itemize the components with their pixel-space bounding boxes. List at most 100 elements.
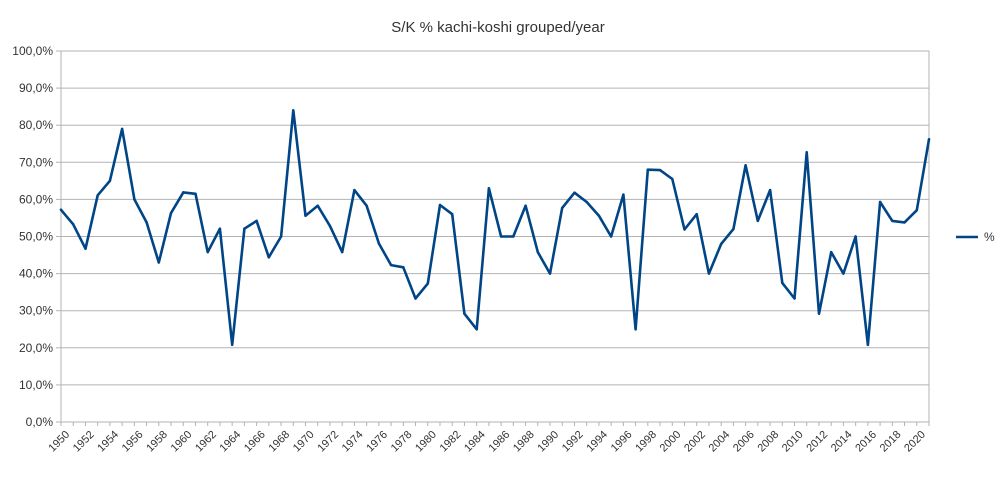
data-point [267,256,271,259]
data-point [133,198,136,201]
data-point [756,219,760,223]
data-point [389,263,393,267]
data-point [255,219,258,223]
x-tick-label: 1966 [242,429,268,455]
data-point [707,272,711,275]
data-point [732,227,735,231]
y-tick-label: 90,0% [19,81,53,95]
data-point [719,242,723,246]
y-tick-label: 30,0% [19,304,53,318]
data-point [768,188,772,192]
data-point [866,343,870,347]
data-point [316,204,319,207]
axes [56,50,930,426]
data-point [426,282,429,285]
data-point [744,164,747,167]
data-point [328,224,332,228]
series-line [59,109,931,347]
data-point [475,328,478,331]
x-tick-label: 1958 [144,429,170,455]
x-tick-label: 2012 [804,429,830,455]
data-point [658,168,662,172]
data-point [230,343,234,347]
data-point [120,127,124,131]
chart-title: S/K % kachi-koshi grouped/year [391,19,604,36]
data-point [854,235,857,238]
x-tick-label: 2002 [682,429,708,455]
data-point [182,191,185,194]
x-tick-label: 1952 [71,429,97,455]
x-tick-label: 1980 [413,429,439,455]
x-tick-label: 1986 [487,429,513,455]
data-point [402,266,405,269]
x-tick-label: 1970 [291,429,317,455]
data-point [683,228,686,231]
data-point [609,235,613,238]
x-tick-label: 2010 [780,429,806,455]
data-point [524,204,527,207]
data-point [292,109,295,112]
x-tick-label: 1968 [266,429,292,455]
data-point [805,151,808,154]
data-point [96,194,99,197]
data-point [548,272,552,275]
data-point [365,204,368,207]
y-tick-label: 70,0% [19,155,53,169]
y-tick-label: 60,0% [19,192,53,206]
data-point [927,138,931,141]
data-point [279,235,283,238]
data-point [108,179,112,183]
data-point [646,168,650,171]
data-point [842,272,845,275]
data-point [634,328,637,331]
data-point [878,200,882,204]
x-tick-label: 2014 [829,429,855,455]
data-point [340,250,344,254]
data-point [695,213,698,216]
x-tick-label: 1988 [511,429,537,455]
data-point [218,227,222,230]
x-tick-label: 1962 [193,429,219,455]
data-point [903,221,906,224]
x-tick-label: 1972 [315,429,341,455]
data-point [536,250,539,254]
data-point [59,208,63,211]
data-point [414,297,417,300]
x-tick-label: 1964 [218,429,244,455]
data-point [829,250,833,254]
x-tick-label: 1990 [535,429,561,455]
data-point [622,193,625,196]
y-axis-tick-labels: 0,0% 10,0% 20,0% 30,0% 40,0% 50,0% 60,0% 70,0% 8… [12,44,53,429]
y-tick-label: 10,0% [19,378,53,392]
data-point [487,187,491,190]
data-point [377,242,381,245]
data-point [512,235,515,238]
x-tick-label: 1960 [169,429,195,455]
x-tick-label: 2018 [878,429,904,455]
y-tick-label: 40,0% [19,267,53,281]
data-point [206,250,209,254]
x-tick-label: 2008 [755,429,781,455]
x-tick-label: 2006 [731,429,757,455]
x-tick-label: 2016 [853,429,879,455]
data-point [891,219,894,223]
data-point [915,208,918,212]
data-point [781,281,784,285]
data-point [72,223,75,226]
x-tick-label: 1982 [438,429,464,455]
x-tick-label: 1976 [364,429,390,455]
x-tick-label: 1950 [46,429,72,455]
y-tick-label: 100,0% [12,44,53,58]
x-tick-label: 1978 [389,429,415,455]
data-point [304,214,307,217]
data-point [243,227,246,230]
x-tick-label: 2000 [658,429,684,455]
data-point [438,203,442,207]
legend: % [956,230,995,244]
x-tick-label: 2004 [707,429,733,455]
y-tick-label: 20,0% [19,341,53,355]
data-point [793,297,796,300]
data-point [157,261,161,264]
y-tick-label: 50,0% [19,230,53,244]
y-tick-label: 0,0% [26,415,54,429]
